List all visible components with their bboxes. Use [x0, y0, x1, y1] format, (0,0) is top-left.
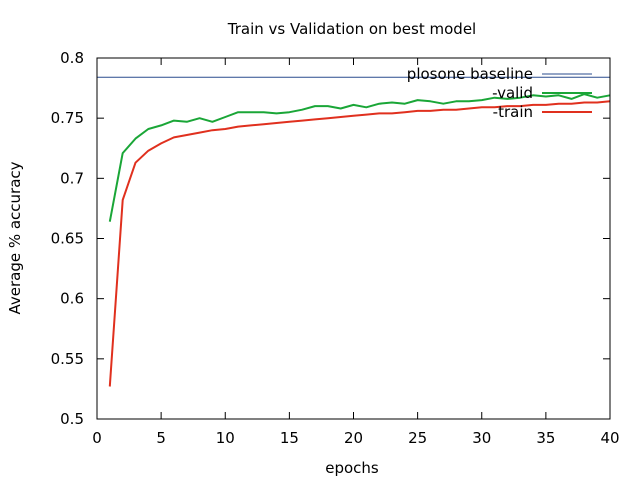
- legend-label-train: -train: [493, 103, 533, 121]
- x-tick-label: 40: [600, 429, 619, 447]
- series-line-valid: [108, 93, 611, 222]
- y-axis-label: Average % accuracy: [6, 161, 24, 314]
- y-tick-label: 0.8: [60, 49, 84, 67]
- x-tick-label: 30: [472, 429, 491, 447]
- y-tick-label: 0.65: [51, 230, 84, 248]
- y-tick-label: 0.55: [51, 350, 84, 368]
- x-tick-label: 0: [92, 429, 102, 447]
- x-tick-label: 35: [536, 429, 555, 447]
- x-tick-label: 15: [280, 429, 299, 447]
- series-layer: [97, 76, 611, 387]
- y-tick-label: 0.6: [60, 290, 84, 308]
- y-tick-label: 0.75: [51, 109, 84, 127]
- y-tick-label: 0.7: [60, 169, 84, 187]
- legend-label-valid: -valid: [492, 84, 533, 102]
- x-tick-label: 10: [216, 429, 235, 447]
- chart-title: Train vs Validation on best model: [227, 20, 476, 38]
- x-tick-label: 25: [408, 429, 427, 447]
- series-line-train: [108, 100, 611, 387]
- legend: plosone baseline-valid-train: [407, 65, 592, 121]
- y-tick-label: 0.5: [60, 410, 84, 428]
- x-tick-label: 20: [344, 429, 363, 447]
- x-axis-label: epochs: [325, 459, 379, 477]
- x-tick-label: 5: [156, 429, 166, 447]
- plot-frame: [96, 57, 611, 420]
- legend-label-baseline: plosone baseline: [407, 65, 533, 83]
- axis-ticks: 0 5 10 15 20 25 30 35 40 0.5 0.55 0.6 0.65 0.7 0.75 0.8: [51, 49, 620, 447]
